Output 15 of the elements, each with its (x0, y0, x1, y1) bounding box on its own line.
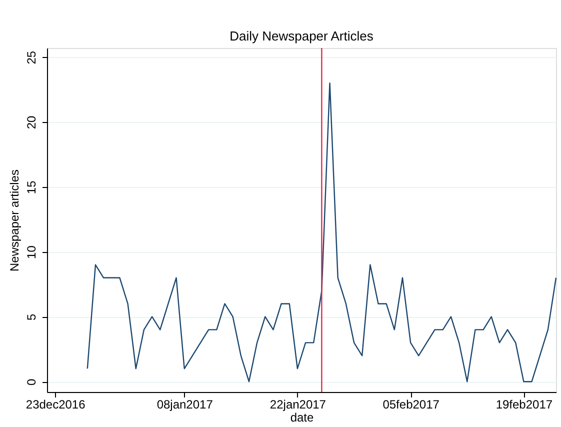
y-tick-label: 15 (24, 180, 38, 194)
y-tick-label: 10 (24, 245, 38, 259)
x-tick-label: 23dec2016 (26, 398, 86, 412)
x-tick-label: 05feb2017 (382, 398, 440, 412)
x-tick-label: 22jan2017 (270, 398, 326, 412)
line-series (86, 82, 557, 382)
y-axis-title: Newspaper articles (8, 169, 22, 272)
x-tick-label: 08jan2017 (156, 398, 214, 412)
chart-title: Daily Newspaper Articles (230, 28, 374, 44)
y-tick-label: 25 (24, 50, 38, 64)
x-axis-title: date (290, 410, 314, 424)
x-tick-label: 19feb2017 (496, 398, 553, 412)
y-tick-label: 0 (24, 378, 38, 386)
y-tick-label: 20 (24, 116, 38, 130)
y-tick-label: 5 (24, 314, 38, 321)
